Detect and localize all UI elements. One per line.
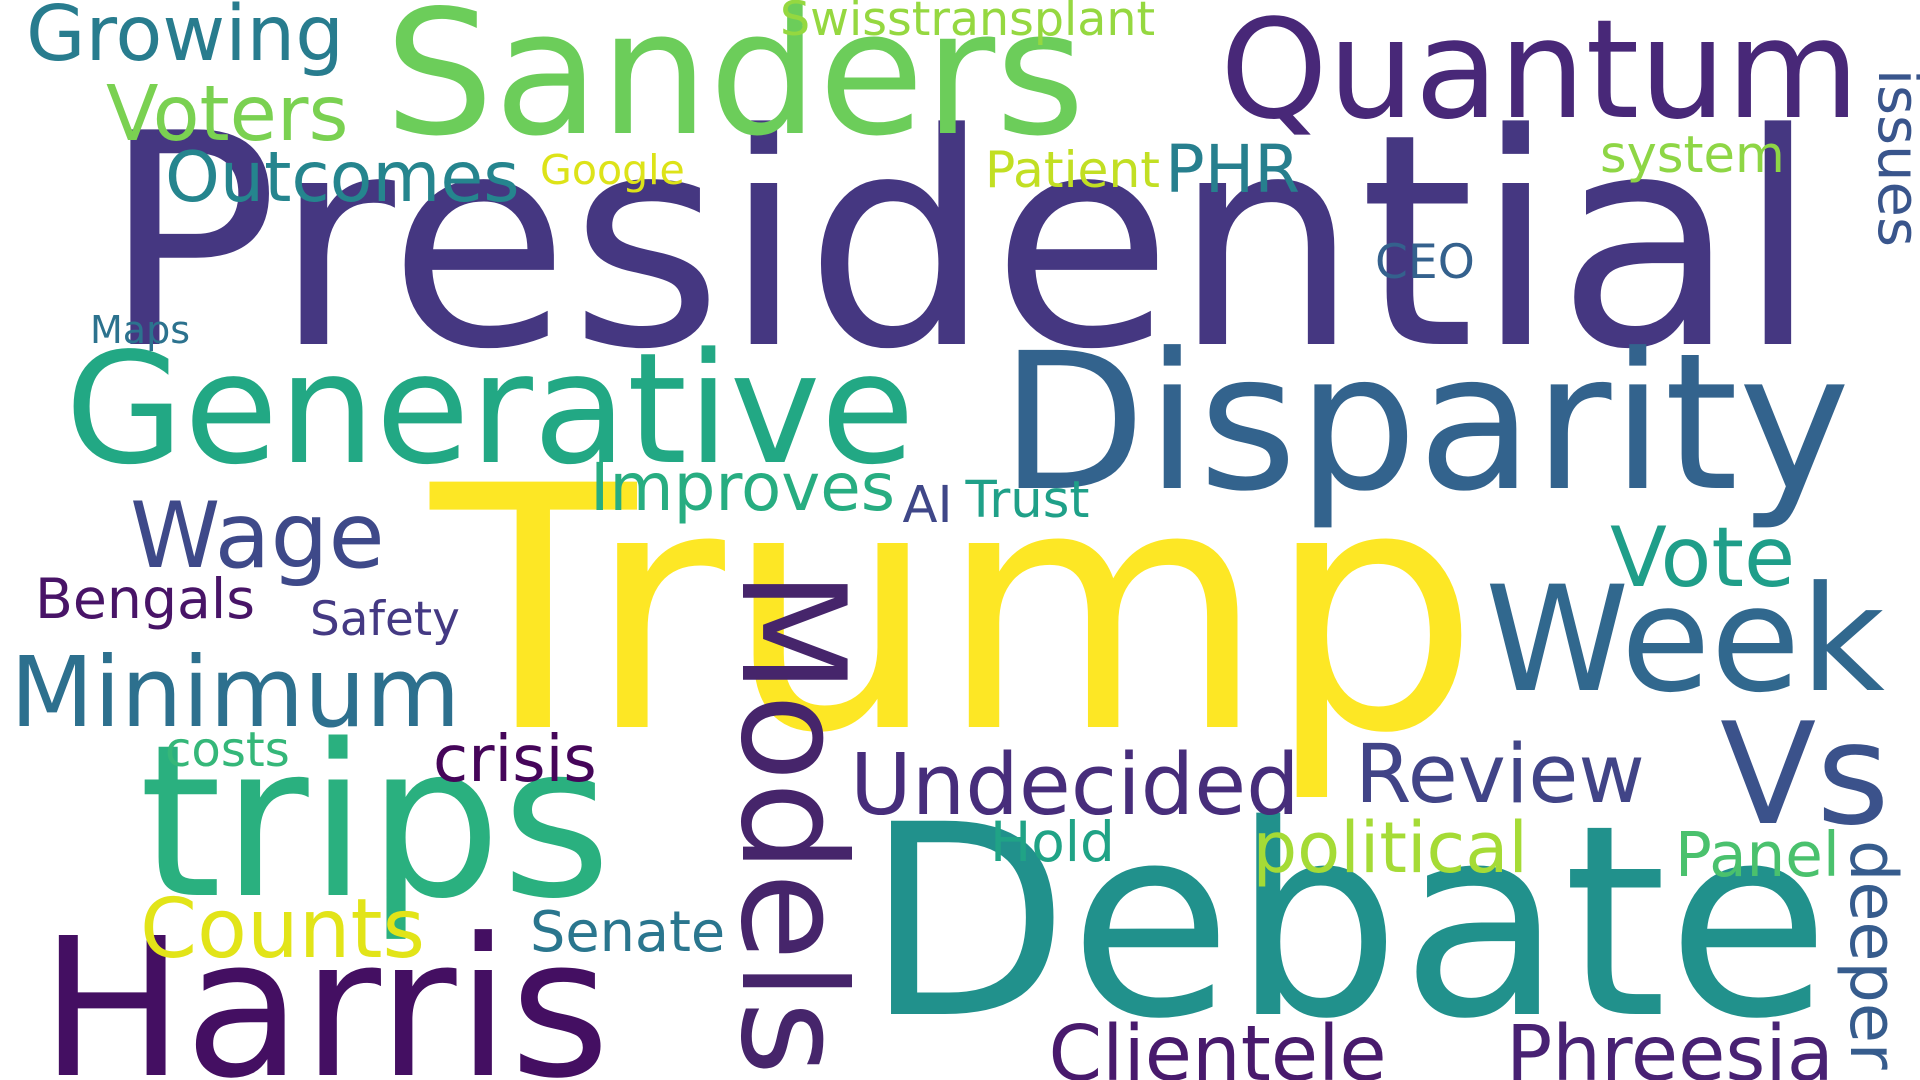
word-trump: Trump: [430, 416, 1480, 807]
word-ai: AI: [902, 474, 953, 535]
word-clientele: Clientele: [1048, 1009, 1387, 1080]
word-minimum: Minimum: [10, 636, 461, 749]
word-quantum: Quantum: [1220, 0, 1860, 150]
word-sanders: Sanders: [384, 0, 1086, 174]
word-panel: Panel: [1675, 819, 1840, 891]
word-phreesia: Phreesia: [1506, 1009, 1834, 1080]
word-deeper: deeper: [1835, 840, 1910, 1070]
word-trust: Trust: [965, 469, 1090, 530]
word-ceo: CEO: [1375, 235, 1475, 290]
word-outcomes: Outcomes: [165, 136, 520, 218]
word-trips: trips: [139, 699, 612, 945]
word-bengals: Bengals: [35, 567, 256, 632]
word-voters: Voters: [106, 69, 349, 159]
word-system: system: [1600, 125, 1785, 185]
word-political: political: [1252, 806, 1528, 889]
word-harris: Harris: [40, 898, 610, 1080]
word-counts: Counts: [140, 882, 426, 977]
word-presidential: Presidential: [101, 72, 1819, 414]
word-senate: Senate: [530, 899, 726, 965]
word-vote: Vote: [1610, 509, 1796, 606]
word-maps: Maps: [90, 308, 191, 352]
word-phr: PHR: [1165, 131, 1300, 208]
word-hold: Hold: [990, 810, 1115, 874]
word-models: Models: [709, 570, 876, 1076]
word-improves: Improves: [590, 448, 896, 526]
word-generative: Generative: [65, 320, 915, 499]
word-debate: Debate: [865, 768, 1831, 1077]
word-vs: Vs: [1720, 692, 1890, 857]
word-disparity: Disparity: [1000, 311, 1851, 533]
word-week: Week: [1485, 555, 1885, 725]
word-growing: Growing: [26, 0, 344, 79]
word-issues: issues: [1864, 68, 1920, 247]
word-costs: costs: [165, 722, 290, 778]
word-undecided: Undecided: [850, 736, 1300, 834]
word-crisis: crisis: [433, 723, 597, 797]
word-google: Google: [540, 145, 685, 194]
word-swisstransplant: Swisstransplant: [780, 0, 1156, 47]
word-patient: Patient: [985, 140, 1161, 199]
word-review: Review: [1355, 727, 1645, 822]
word-wage: Wage: [130, 481, 385, 589]
word-safety: Safety: [310, 591, 460, 647]
